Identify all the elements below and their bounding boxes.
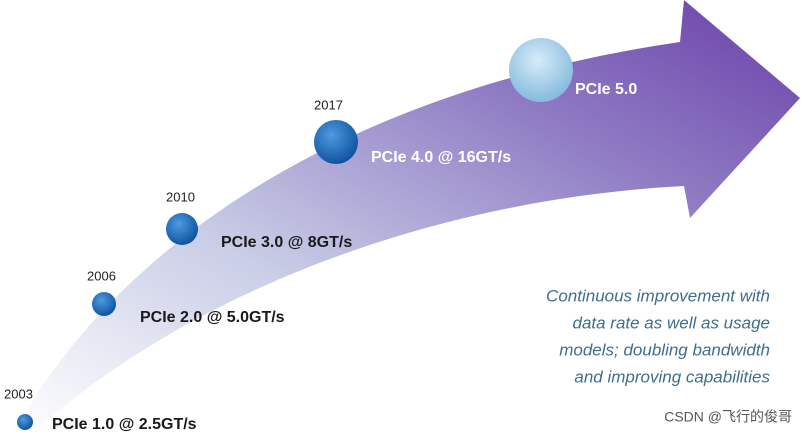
caption-line: data rate as well as usage bbox=[572, 313, 770, 332]
milestone-label: PCIe 1.0 @ 2.5GT/s bbox=[52, 416, 197, 433]
year: 2017 bbox=[314, 97, 343, 112]
year: 2010 bbox=[166, 189, 195, 204]
year: 2006 bbox=[87, 268, 116, 283]
milestone-dot bbox=[92, 292, 116, 316]
caption-line: Continuous improvement with bbox=[546, 286, 770, 305]
milestone-dot bbox=[17, 414, 33, 430]
milestone-label: PCIe 2.0 @ 5.0GT/s bbox=[140, 309, 285, 326]
milestone-dot bbox=[166, 213, 198, 245]
milestone-label: PCIe 5.0 bbox=[575, 81, 637, 98]
caption-line: models; doubling bandwidth bbox=[559, 340, 770, 359]
milestone-dot bbox=[509, 38, 573, 102]
caption-line: and improving capabilities bbox=[574, 367, 770, 386]
watermark: CSDN @飞行的俊哥 bbox=[664, 409, 792, 425]
year: 2003 bbox=[4, 386, 33, 401]
milestone-label: PCIe 3.0 @ 8GT/s bbox=[221, 234, 352, 251]
growth-arrow bbox=[14, 0, 800, 432]
milestone-dot bbox=[314, 120, 358, 164]
milestone-label: PCIe 4.0 @ 16GT/s bbox=[371, 149, 511, 166]
